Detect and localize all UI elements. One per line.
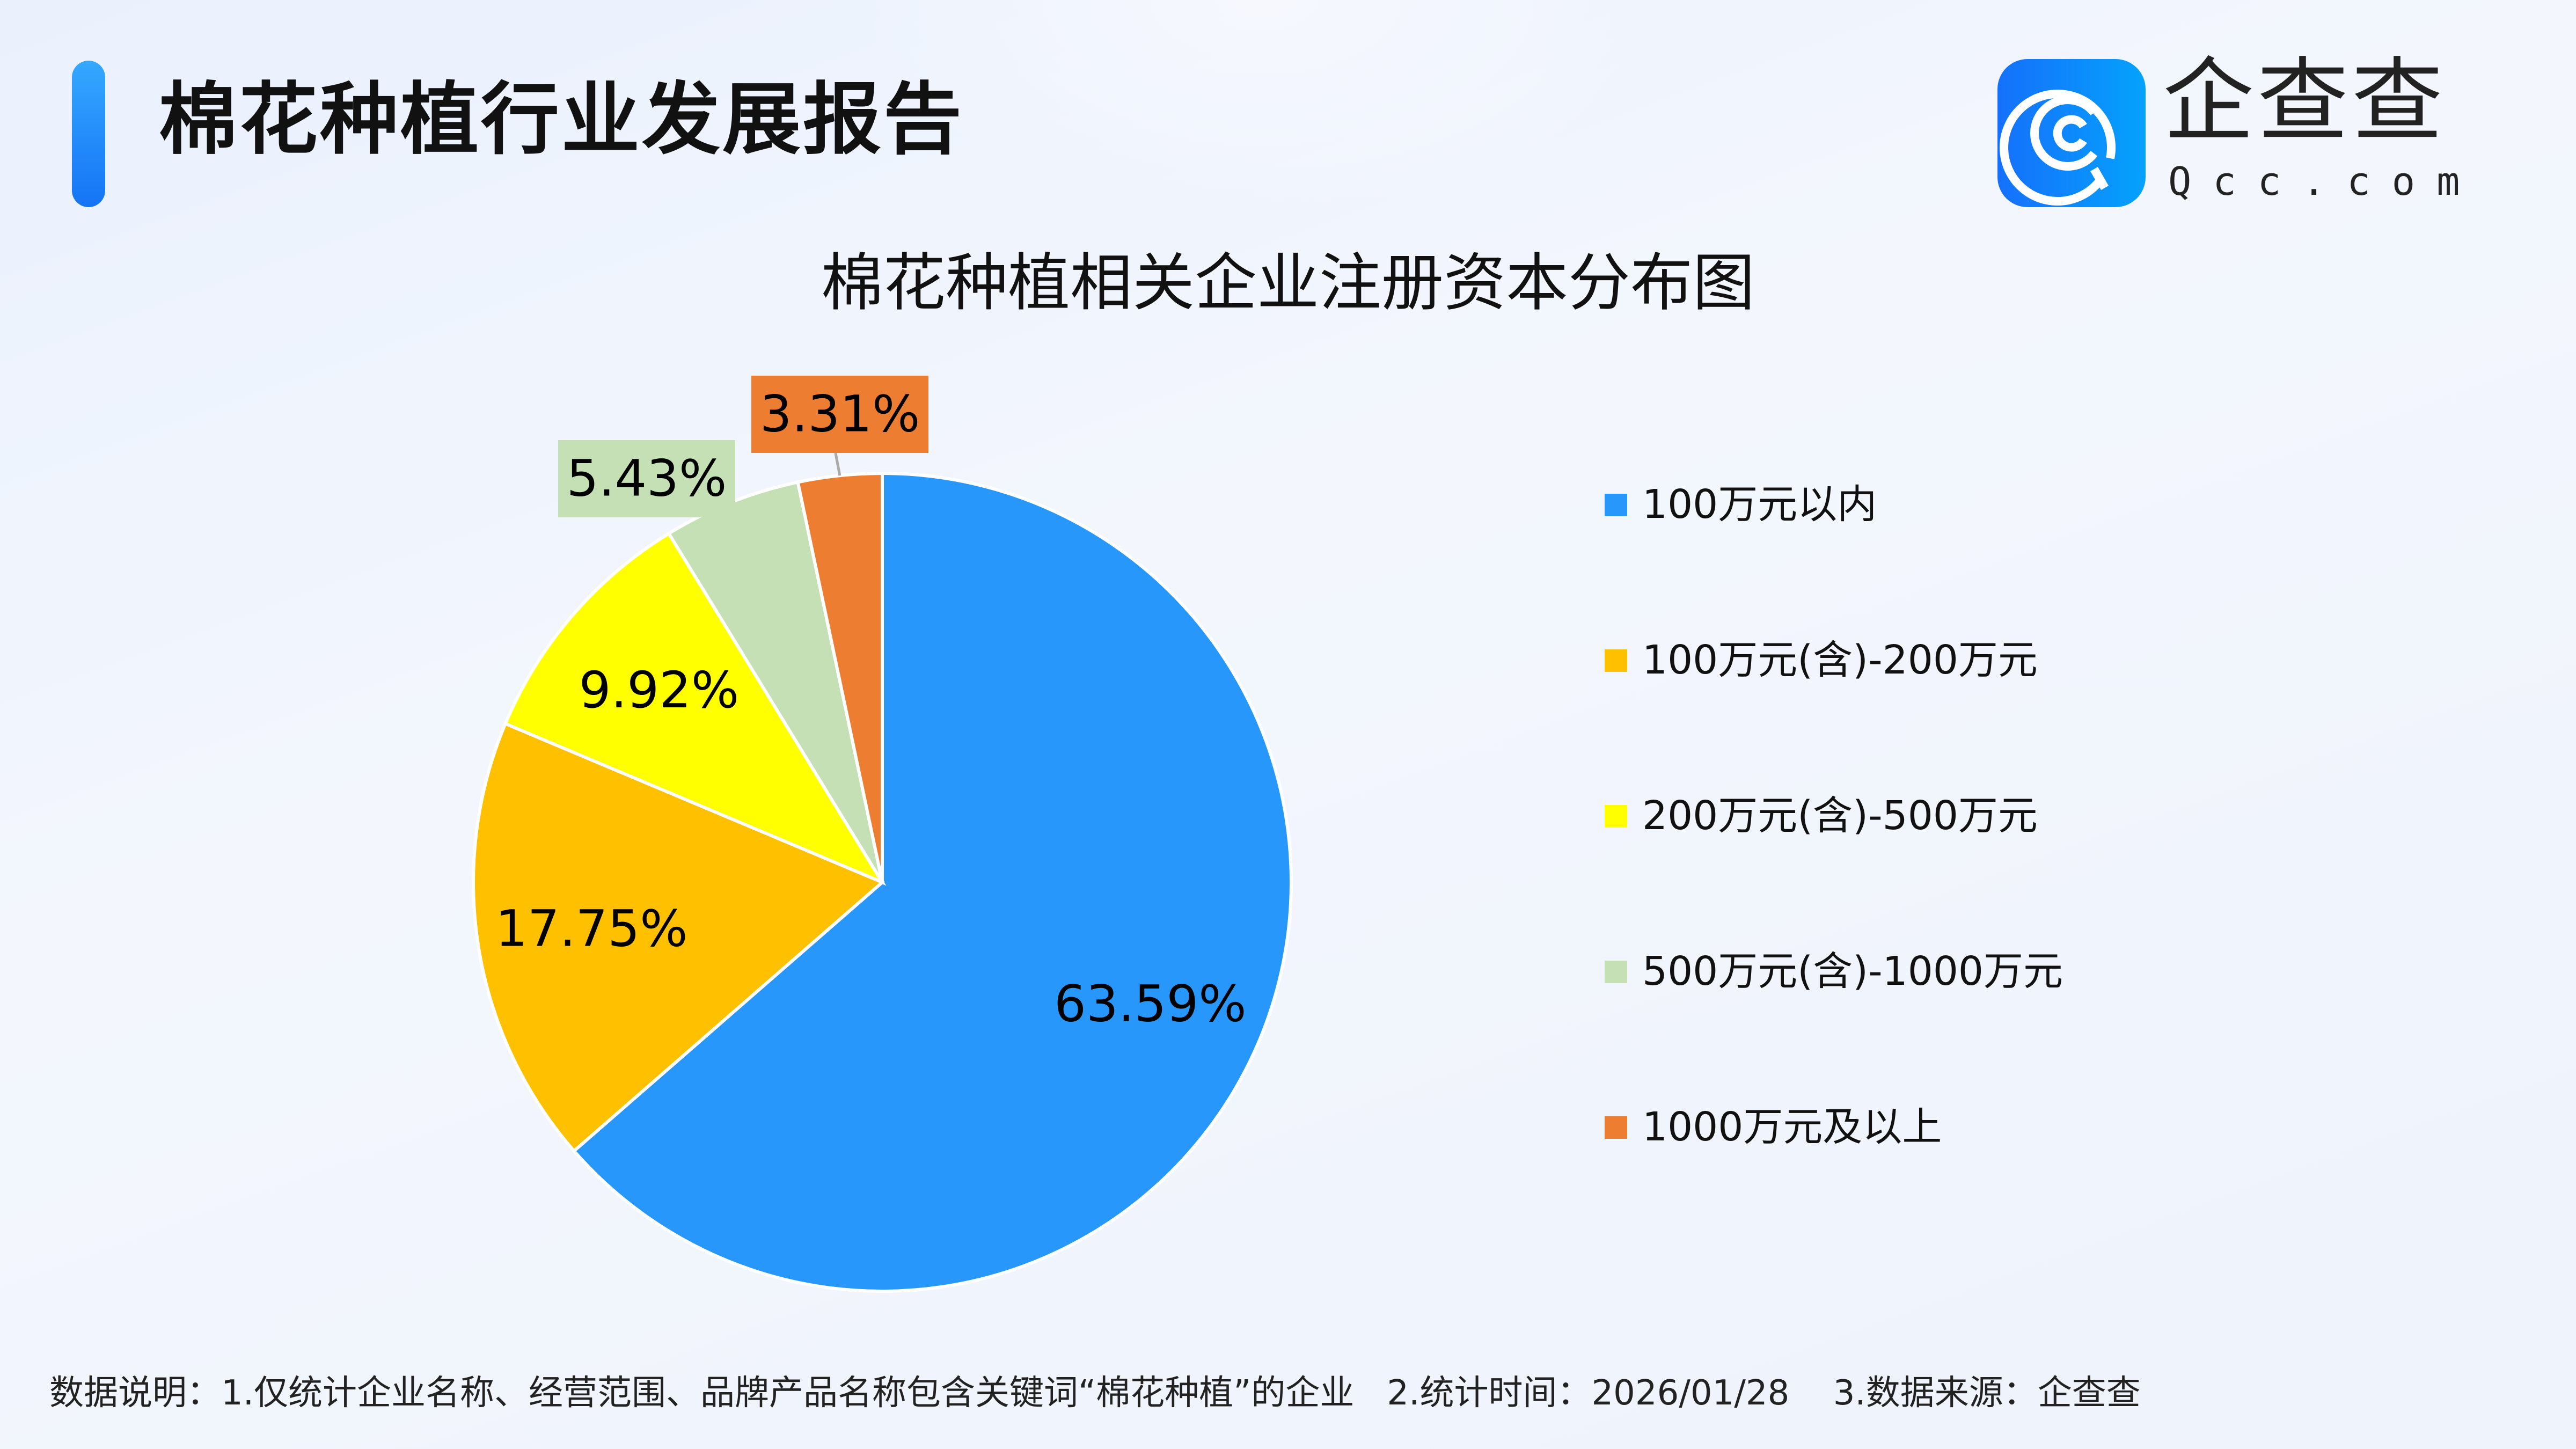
pie-slice [503,531,887,886]
legend-item: 1000万元及以上 [1605,1104,1942,1150]
legend-label: 1000万元及以上 [1642,1104,1942,1150]
logo-text-en: Qcc.com [2168,159,2482,204]
pie-slice [572,471,1293,1293]
legend-swatch [1605,960,1627,983]
legend-label: 100万元以内 [1642,481,1877,528]
qcc-logo-icon [1997,59,2146,207]
legend-swatch [1605,649,1627,672]
legend-item: 200万元(含)-500万元 [1605,794,2038,838]
report-title: 棉花种植行业发展报告 [159,74,964,165]
data-label: 3.31% [760,385,920,444]
leader-line [834,452,841,476]
pie-slice [472,721,885,1153]
legend-swatch [1605,1116,1627,1139]
pie-slice [796,471,884,883]
title-accent-bar [72,61,105,207]
logo-text-cn: 企查查 [2163,48,2447,155]
legend-item: 100万元以内 [1605,481,1877,528]
legend-item: 100万元(含)-200万元 [1605,637,2038,683]
legend-swatch [1605,493,1627,516]
chart-title: 棉花种植相关企业注册资本分布图 [821,247,1755,319]
data-label: 63.59% [1054,975,1246,1034]
data-label-box [751,376,928,453]
data-label: 5.43% [567,450,727,508]
footer-note: 数据说明：1.仅统计企业名称、经营范围、品牌产品名称包含关键词“棉花种植”的企业… [49,1373,2141,1413]
legend-label: 500万元(含)-1000万元 [1642,948,2063,994]
legend-item: 500万元(含)-1000万元 [1605,948,2063,994]
legend-swatch [1605,804,1627,828]
data-label-box [558,440,735,517]
legend-label: 200万元(含)-500万元 [1642,793,2038,839]
data-label: 9.92% [579,661,740,720]
legend-label: 100万元(含)-200万元 [1642,637,2038,683]
data-label: 17.75% [495,900,687,958]
